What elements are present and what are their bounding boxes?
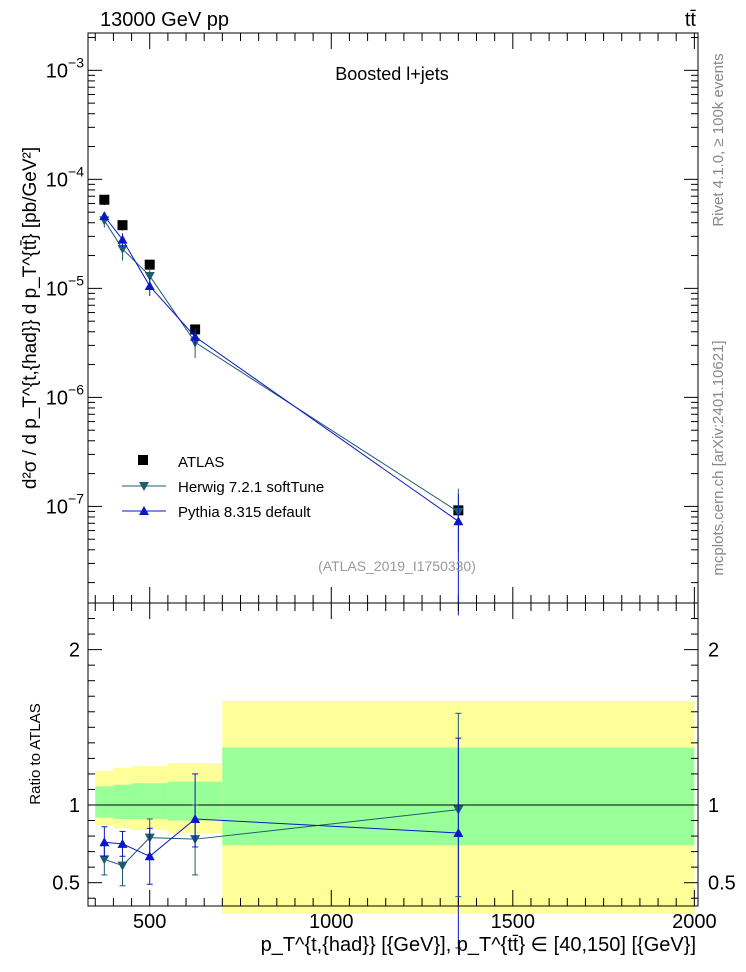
data-point [99,194,110,205]
legend-pythia-label: Pythia 8.315 default [178,504,311,521]
ratio-frame [87,602,699,907]
y-tick-label: 10−6 [46,381,84,409]
data-point [144,281,155,291]
main-panel: 10−7 10−6 10−5 10−4 10−3 Boosted l+jets (ATL… [46,32,699,616]
legend-atlas-marker [138,455,148,465]
x-axis-title: p_T^{t,{had}} [{GeV}], p_T^{tt̄} ∈ [40,1… [261,934,696,956]
ratio-series-1 [99,737,464,949]
ratio-y-tick-label-left: 2 [69,640,80,662]
ratio-y-tick-label-left: 1 [69,795,80,817]
ratio-point [117,861,128,871]
x-tick-label: 1000 [309,911,354,933]
main-y-axis-label: d²σ / d p_T^{t,{had}} d p_T^{tt̄} [pb/Ge… [20,147,41,489]
x-tick-label: 500 [133,911,166,933]
main-y-axis-title: d²σ / d p_T^{t,{had}} d p_T^{tt̄} [pb/Ge… [20,147,41,489]
mcplots-label: mcplots.cern.ch [arXiv:2401.10621] [710,340,727,575]
data-point [117,244,128,254]
ratio-panel: 0.5 0.5 1 1 2 2 500 1000 1500 2000 [52,602,736,949]
series-data-0 [99,194,464,516]
legend-atlas-label: ATLAS [178,454,224,471]
legend: ATLAS Herwig 7.2.1 softTune Pythia 8.315… [122,454,324,521]
data-point [117,220,128,231]
data-point [144,259,155,270]
ratio-y-tick-label-left: 0.5 [52,873,80,895]
ratio-y-tick-label-right: 2 [708,640,719,662]
inner-band [113,784,132,819]
plot-title: Boosted l+jets [335,64,449,84]
series-mc-2 [99,211,464,616]
y-tick-label: 10−7 [46,490,84,518]
x-tick-label: 1500 [491,911,536,933]
data-point [453,516,464,526]
series-line [103,215,459,522]
ratio-y-tick-label-right: 0.5 [708,873,736,895]
ratio-point [453,827,464,837]
legend-herwig-marker [139,482,149,491]
legend-pythia-marker [139,506,149,515]
analysis-watermark: (ATLAS_2019_I1750330) [318,558,476,574]
ratio-series [99,712,464,949]
main-axis-ticks: 10−7 10−6 10−5 10−4 10−3 [46,33,698,603]
data-point [117,234,128,244]
x-tick-label: 2000 [672,911,717,933]
data-point [144,271,155,281]
ratio-point [99,837,110,847]
ratio-axis-ticks: 0.5 0.5 1 1 2 2 500 1000 1500 2000 [52,603,736,933]
header-energy: 13000 GeV pp [100,9,229,31]
header-process: tt̄ [685,9,697,31]
ratio-y-tick-label-right: 1 [708,795,719,817]
data-point [190,331,201,341]
data-point [99,211,110,221]
ratio-uncertainty-bands [88,700,698,914]
ratio-point [190,813,201,823]
ratio-y-axis-title: Ratio to ATLAS [27,703,44,804]
ratio-point [144,851,155,861]
inner-band [131,783,168,819]
inner-band [95,786,114,818]
ratio-point [117,838,128,848]
ratio-point [99,855,110,865]
y-tick-label: 10−5 [46,272,84,300]
y-tick-label: 10−4 [46,163,84,191]
series-line [103,220,459,513]
main-series [99,194,464,616]
legend-herwig-label: Herwig 7.2.1 softTune [178,479,324,496]
y-tick-label: 10−3 [46,54,84,82]
rivet-label: Rivet 4.1.0, ≥ 100k events [710,53,727,226]
